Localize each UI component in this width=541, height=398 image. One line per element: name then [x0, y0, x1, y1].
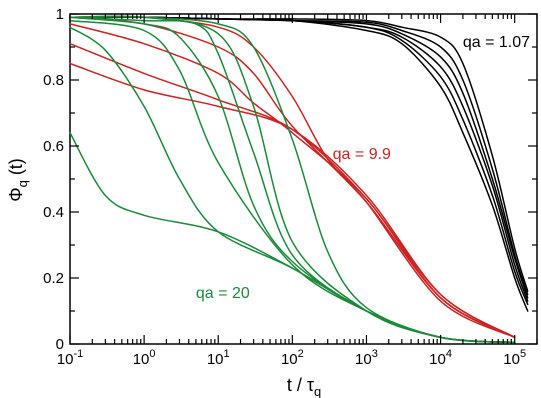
x-tick-label-base: 10 [207, 351, 224, 368]
series-line [69, 16, 516, 339]
x-tick-label: 101 [207, 348, 230, 368]
x-tick-label: 100 [133, 348, 156, 368]
y-tick-label: 1 [56, 6, 64, 23]
series-line [69, 62, 516, 339]
x-tick-label-exp: -1 [73, 348, 83, 360]
x-tick-label-exp: 2 [298, 348, 304, 360]
y-axis-label-main: Φ [6, 187, 26, 201]
x-axis-label-main: t / τ [287, 375, 314, 395]
series-line [69, 132, 516, 344]
x-tick-label: 103 [355, 348, 378, 368]
series-annotation: qa = 20 [196, 285, 250, 302]
x-tick-label-exp: 1 [224, 348, 230, 360]
series-line [69, 16, 529, 292]
y-tick-label: 0 [56, 336, 64, 353]
x-tick-label-base: 10 [281, 351, 298, 368]
series-layer [69, 15, 529, 344]
x-tick-label: 105 [503, 348, 526, 368]
series-annotation: qa = 1.07 [463, 34, 530, 51]
x-tick-label-base: 10 [503, 351, 520, 368]
series-line [69, 19, 516, 344]
plot-frame [69, 13, 538, 345]
series-annotation: qa = 9.9 [333, 146, 391, 163]
series-line [69, 26, 516, 344]
x-tick-label-base: 10 [57, 351, 74, 368]
y-tick-label: 0.8 [43, 72, 64, 89]
y-tick-label: 0.2 [43, 270, 64, 287]
x-tick-label-base: 10 [429, 351, 446, 368]
x-tick-label-exp: 3 [372, 348, 378, 360]
y-axis-label: Φq (t) [6, 158, 30, 202]
series-line [69, 16, 516, 344]
tick-layer [69, 13, 538, 345]
x-tick-label-base: 10 [133, 351, 150, 368]
annotation-layer: qa = 1.07 qa = 9.9 qa = 20 [196, 34, 530, 302]
x-tick-label-base: 10 [355, 351, 372, 368]
y-tick-label: 0.4 [43, 204, 64, 221]
x-axis-label: t / τq [287, 375, 321, 398]
x-tick-label-exp: 5 [520, 348, 526, 360]
x-tick-label-exp: 0 [149, 348, 155, 360]
x-tick-label-exp: 4 [446, 348, 452, 360]
y-axis-label-suffix: (t) [6, 158, 26, 180]
y-tick-label: 0.6 [43, 138, 64, 155]
x-tick-label: 10-1 [57, 348, 83, 368]
x-tick-label: 102 [281, 348, 304, 368]
x-tick-label: 104 [429, 348, 452, 368]
x-axis-label-sub: q [314, 384, 321, 398]
y-axis-label-sub: q [15, 180, 30, 187]
